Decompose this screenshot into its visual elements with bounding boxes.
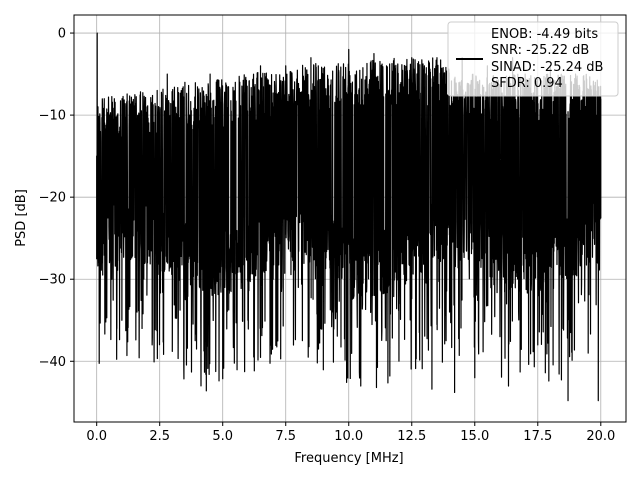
y-tick-label: −10 bbox=[39, 109, 66, 124]
x-axis-ticks: 0.0 2.5 5.0 7.5 10.0 12.5 15.0 17.5 20.0 bbox=[86, 422, 615, 444]
x-tick-label: 12.5 bbox=[397, 429, 426, 444]
legend-entry-snr: SNR: -25.22 dB bbox=[491, 43, 589, 58]
x-axis-label: Frequency [MHz] bbox=[294, 451, 403, 466]
x-tick-label: 15.0 bbox=[460, 429, 489, 444]
y-tick-label: −30 bbox=[39, 273, 66, 288]
legend-entry-enob: ENOB: -4.49 bits bbox=[491, 27, 598, 42]
x-tick-label: 5.0 bbox=[212, 429, 233, 444]
legend: ENOB: -4.49 bits SNR: -25.22 dB SINAD: -… bbox=[447, 21, 619, 97]
x-tick-label: 17.5 bbox=[523, 429, 552, 444]
x-tick-label: 2.5 bbox=[149, 429, 170, 444]
legend-entry-sinad: SINAD: -25.24 dB bbox=[491, 60, 603, 75]
y-tick-label: −40 bbox=[39, 355, 66, 370]
y-axis-ticks: 0 −10 −20 −30 −40 bbox=[39, 27, 74, 370]
psd-series-line bbox=[96, 32, 602, 402]
x-tick-label: 7.5 bbox=[275, 429, 296, 444]
plot-frame bbox=[73, 14, 627, 423]
x-tick-label: 10.0 bbox=[334, 429, 363, 444]
signal-layer bbox=[96, 32, 602, 402]
x-tick-label: 0.0 bbox=[86, 429, 107, 444]
y-tick-label: −20 bbox=[39, 191, 66, 206]
y-axis-label: PSD [dB] bbox=[14, 189, 29, 247]
legend-entry-sfdr: SFDR: 0.94 bbox=[491, 76, 563, 91]
x-tick-label: 20.0 bbox=[586, 429, 615, 444]
legend-box bbox=[447, 21, 619, 97]
y-tick-label: 0 bbox=[58, 27, 66, 42]
